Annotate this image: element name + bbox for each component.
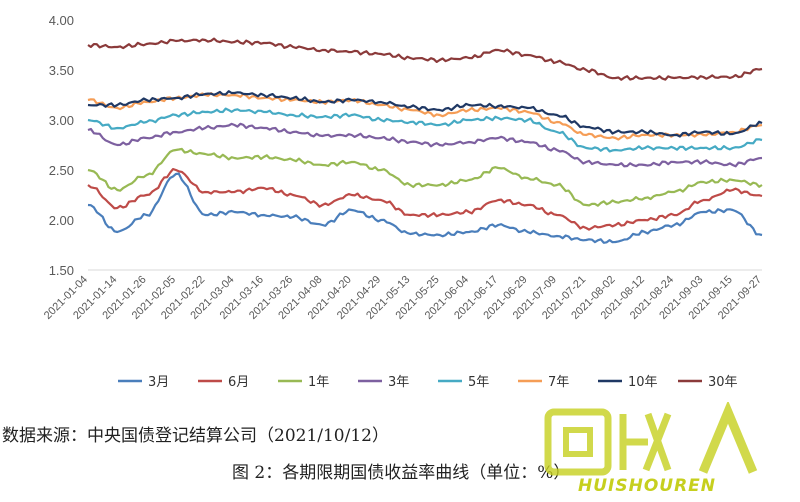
y-axis: 1.50 2.00 2.50 3.00 3.50 4.00	[49, 13, 74, 278]
yield-curve-chart: 1.50 2.00 2.50 3.00 3.50 4.00 2021-01-042021-…	[42, 13, 764, 390]
legend-label: 3月	[148, 375, 169, 390]
series-line-5	[87, 107, 763, 153]
series-line-1	[87, 172, 763, 244]
series-line-7	[87, 90, 763, 138]
y-tick-label: 3.00	[49, 113, 74, 128]
legend-label: 7年	[548, 375, 569, 390]
y-tick-label: 3.50	[49, 63, 74, 78]
legend-label: 1年	[308, 375, 329, 390]
x-axis: 2021-01-042021-01-142021-01-262021-02-05…	[42, 269, 764, 322]
series-line-2	[87, 168, 763, 231]
recycle-logo-icon	[544, 400, 758, 476]
watermark-text: HUISHOUREN	[578, 476, 717, 496]
series-line-3	[87, 147, 763, 207]
series-line-8	[87, 37, 763, 81]
legend-label: 6月	[228, 375, 249, 390]
series-lines	[87, 37, 763, 244]
legend: 3月 6月 1年 3年 5年 7年 10年 30年	[118, 375, 738, 390]
watermark-logo: HUISHOUREN	[528, 400, 764, 498]
legend-label: 3年	[388, 375, 409, 390]
y-tick-label: 4.00	[49, 13, 74, 28]
y-tick-label: 2.50	[49, 163, 74, 178]
legend-label: 10年	[628, 375, 658, 390]
y-tick-label: 1.50	[49, 263, 74, 278]
data-source-note: 数据来源：中央国债登记结算公司（2021/10/12）	[2, 426, 389, 446]
y-tick-label: 2.00	[49, 213, 74, 228]
legend-label: 30年	[708, 375, 738, 390]
legend-label: 5年	[468, 375, 489, 390]
series-line-4	[87, 122, 763, 168]
figure-caption: 图 2：各期限期国债收益率曲线（单位：%）	[232, 463, 571, 483]
